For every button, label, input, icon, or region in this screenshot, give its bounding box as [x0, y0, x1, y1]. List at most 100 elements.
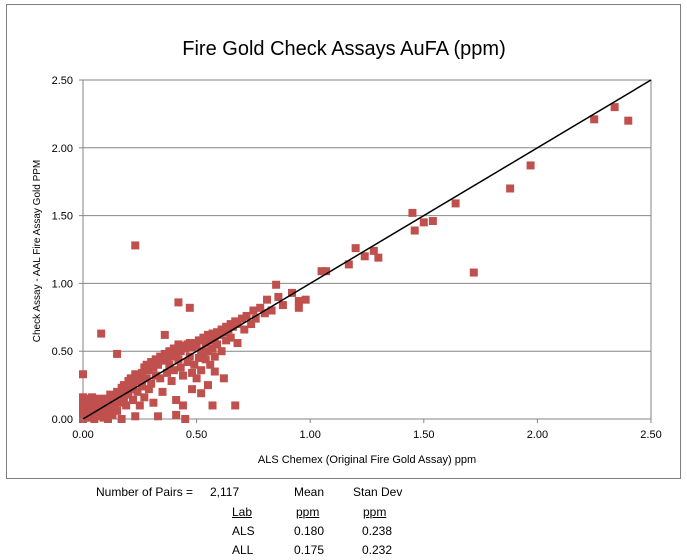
- data-point: [194, 353, 203, 362]
- data-point: [206, 360, 215, 369]
- y-tick-label: 1.00: [52, 278, 73, 290]
- data-point: [224, 325, 233, 334]
- data-point: [99, 413, 108, 422]
- mean-header: Mean: [294, 485, 325, 499]
- data-point: [167, 377, 176, 386]
- data-point: [203, 330, 212, 339]
- data-point: [203, 347, 212, 356]
- data-point: [113, 406, 122, 415]
- data-point: [149, 363, 158, 372]
- data-point: [247, 320, 256, 329]
- data-point: [408, 208, 417, 217]
- data-point: [176, 363, 185, 372]
- data-point: [79, 393, 87, 402]
- data-point: [188, 385, 197, 394]
- data-point: [138, 368, 147, 377]
- data-point: [240, 325, 249, 334]
- data-point: [106, 404, 115, 413]
- data-point: [233, 339, 242, 348]
- data-point: [610, 103, 619, 112]
- row-stdev: 0.232: [362, 543, 393, 557]
- x-tick-label: 1.00: [299, 429, 320, 441]
- data-point: [278, 301, 287, 310]
- data-point: [110, 393, 119, 402]
- y-tick-label: 0.50: [52, 346, 73, 358]
- data-point: [192, 341, 201, 350]
- data-point: [226, 333, 235, 342]
- data-point: [165, 347, 174, 356]
- data-point: [249, 306, 258, 315]
- data-point: [197, 366, 206, 375]
- data-point: [156, 352, 165, 361]
- data-point: [144, 366, 153, 375]
- lab-header: Lab: [232, 505, 253, 519]
- data-point: [469, 268, 478, 277]
- data-point: [176, 347, 185, 356]
- data-point: [199, 349, 208, 358]
- data-point: [92, 408, 101, 417]
- data-point: [167, 352, 176, 361]
- data-point: [165, 360, 174, 369]
- data-point: [213, 340, 222, 349]
- data-point: [208, 344, 217, 353]
- data-point: [506, 184, 515, 193]
- data-point: [178, 371, 187, 380]
- data-point: [215, 330, 224, 339]
- data-point: [317, 267, 326, 276]
- data-point: [135, 401, 144, 410]
- data-point: [238, 314, 247, 323]
- data-point: [360, 252, 369, 261]
- chart-frame: Fire Gold Check Assays AuFA (ppm) 0.00 0.…: [6, 4, 681, 479]
- data-point: [274, 292, 283, 301]
- data-point: [115, 390, 124, 399]
- data-point: [188, 343, 197, 352]
- data-point: [242, 311, 251, 320]
- data-point: [131, 412, 140, 421]
- data-point: [260, 309, 269, 318]
- data-point: [103, 398, 112, 407]
- data-point: [192, 374, 201, 383]
- data-point: [272, 280, 281, 289]
- data-point: [178, 401, 187, 410]
- data-point: [131, 370, 140, 379]
- data-point: [94, 394, 103, 403]
- data-point: [138, 382, 147, 391]
- data-point: [126, 385, 135, 394]
- data-point: [222, 336, 231, 345]
- data-point: [172, 410, 181, 419]
- data-point: [101, 408, 110, 417]
- data-point: [174, 298, 183, 307]
- data-point: [344, 260, 353, 269]
- x-tick-label: 0.00: [72, 429, 93, 441]
- chart-title: Fire Gold Check Assays AuFA (ppm): [182, 38, 505, 60]
- data-point: [119, 394, 128, 403]
- data-point: [190, 360, 199, 369]
- data-point: [90, 396, 99, 405]
- data-point: [113, 349, 122, 358]
- stdev-header: Stan Dev: [353, 485, 403, 499]
- data-point: [149, 398, 158, 407]
- scatter-chart: Fire Gold Check Assays AuFA (ppm) 0.00 0.…: [32, 38, 662, 466]
- data-point: [233, 320, 242, 329]
- data-point: [92, 400, 101, 409]
- data-point: [128, 379, 137, 388]
- data-point: [142, 360, 151, 369]
- data-point: [97, 405, 106, 414]
- data-point: [85, 397, 94, 406]
- data-point: [188, 368, 197, 377]
- data-point: [203, 381, 212, 390]
- data-point: [185, 339, 194, 348]
- x-tick-label: 1.50: [413, 429, 434, 441]
- y-tick-label: 0.00: [52, 414, 73, 426]
- x-tick-label: 0.50: [186, 429, 207, 441]
- y-axis-label: Check Assay - AAL Fire Assay Gold PPM: [32, 160, 43, 342]
- data-point: [90, 404, 99, 413]
- data-point: [119, 381, 128, 390]
- y-tick-label: 2.50: [52, 75, 73, 87]
- data-point: [526, 161, 535, 170]
- data-point: [169, 366, 178, 375]
- data-point: [142, 374, 151, 383]
- data-point: [263, 295, 272, 304]
- data-point: [201, 339, 210, 348]
- row-stdev: 0.238: [362, 524, 393, 538]
